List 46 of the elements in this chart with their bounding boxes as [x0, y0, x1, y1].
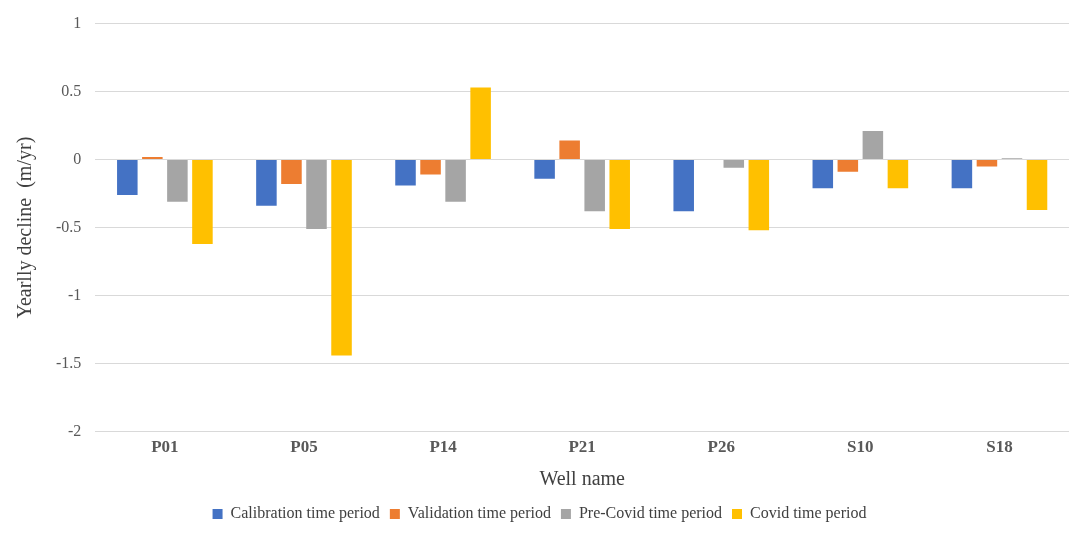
- y-tick-label: -0.5: [56, 217, 82, 235]
- x-tick-label: P01: [151, 437, 179, 457]
- bar: [420, 160, 441, 175]
- bar: [951, 160, 973, 189]
- legend-label: Covid time period: [750, 504, 867, 523]
- bar: [167, 160, 188, 202]
- bar: [812, 160, 834, 189]
- bar: [584, 160, 605, 212]
- bar: [837, 160, 859, 172]
- y-tick-label: 0.5: [61, 81, 82, 99]
- bar: [534, 160, 555, 179]
- bar: [470, 87, 491, 160]
- bar: [862, 131, 884, 160]
- bar: [281, 160, 302, 185]
- x-tick-label: S18: [986, 437, 1013, 457]
- bar: [142, 156, 163, 160]
- legend-label: Pre-Covid time period: [578, 504, 723, 523]
- bar: [887, 160, 909, 189]
- x-tick-label: P26: [707, 437, 735, 457]
- legend-label: Calibration time period: [230, 504, 380, 523]
- y-tick-label: -1.5: [56, 353, 82, 371]
- bar: [192, 160, 213, 244]
- bar: [673, 160, 694, 212]
- bar: [256, 160, 277, 206]
- bar: [559, 140, 580, 160]
- y-tick-label: 0: [73, 149, 82, 167]
- y-axis-title: Yearlly decline (m/yr): [13, 136, 37, 319]
- y-tick-label: 1: [73, 13, 82, 31]
- x-tick-label: S10: [847, 437, 874, 457]
- x-tick-label: P05: [290, 437, 318, 457]
- bar: [395, 160, 416, 186]
- bar: [748, 160, 770, 231]
- bar: [117, 160, 138, 195]
- bar: [331, 160, 352, 356]
- bar: [445, 160, 466, 202]
- legend-label: Validation time period: [407, 504, 551, 523]
- bar: [306, 160, 327, 229]
- x-tick-label: P14: [429, 437, 458, 457]
- bar: [1026, 160, 1048, 210]
- y-tick-label: -2: [68, 421, 82, 439]
- bar: [609, 160, 630, 229]
- y-tick-label: -1: [68, 285, 82, 303]
- x-tick-label: P21: [568, 437, 596, 457]
- bar: [723, 160, 745, 168]
- x-axis-title: Well name: [539, 467, 626, 490]
- bar: [976, 160, 998, 167]
